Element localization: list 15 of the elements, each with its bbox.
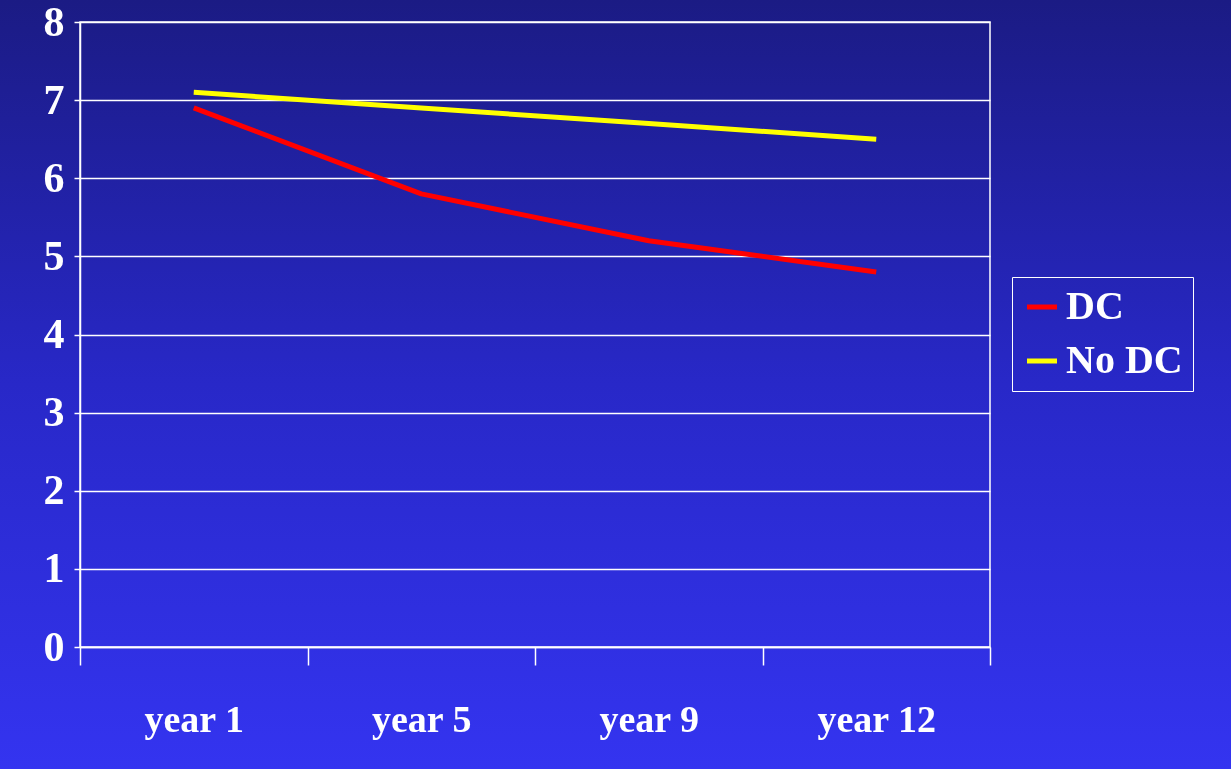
y-tick-label: 5	[43, 232, 65, 279]
legend-label: No DC	[1066, 337, 1183, 382]
x-tick-label: year 1	[144, 697, 245, 740]
y-tick-label: 4	[43, 311, 65, 357]
y-tick-label: 1	[43, 545, 65, 592]
legend-label: DC	[1066, 283, 1124, 328]
y-tick-label: 3	[43, 389, 65, 436]
x-tick-label: year 9	[599, 697, 700, 740]
x-tick-label: year 5	[371, 697, 472, 740]
y-tick-label: 7	[43, 76, 65, 123]
y-tick-label: 0	[43, 623, 65, 670]
y-tick-label: 8	[43, 0, 65, 45]
y-tick-label: 2	[43, 467, 65, 514]
y-tick-label: 6	[43, 154, 65, 201]
x-tick-label: year 12	[817, 697, 937, 740]
